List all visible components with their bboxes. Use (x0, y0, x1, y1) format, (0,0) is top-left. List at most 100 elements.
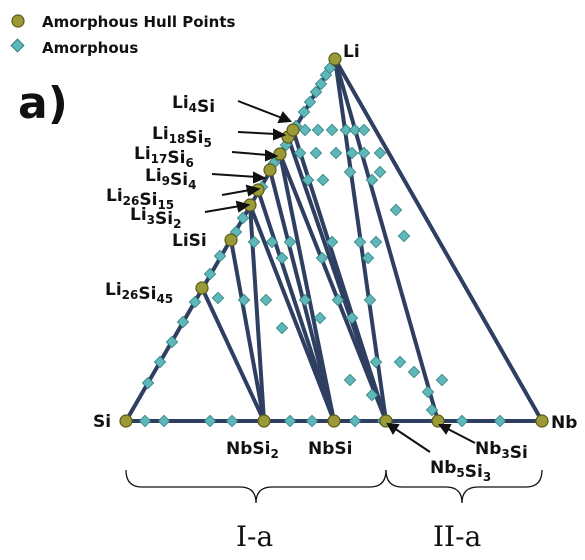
amorphous-point (421, 385, 435, 399)
amorphous-point (369, 235, 383, 249)
amorphous-point (237, 293, 251, 307)
amorphous-point (343, 373, 357, 387)
tie-line (248, 203, 336, 423)
tie-line (256, 188, 336, 423)
hull-point (328, 52, 342, 66)
compound-label-li26si15: Li26Si15 (106, 186, 174, 212)
region-i-a: I-a (236, 520, 273, 553)
compound-label-lisi: LiSi (172, 231, 207, 251)
amorphous-point (309, 146, 323, 160)
tie-line (200, 286, 266, 423)
amorphous-point (325, 235, 339, 249)
amorphous-point (153, 355, 167, 369)
hull-point (273, 147, 287, 161)
compound-label-li4si: Li4Si (172, 93, 215, 117)
amorphous-point (157, 414, 171, 428)
hull-point (327, 414, 341, 428)
amorphous-point (373, 146, 387, 160)
hull-point (257, 414, 271, 428)
legend-amorphous-label: Amorphous (42, 39, 138, 57)
compound-label-li26si45: Li26Si45 (105, 280, 173, 306)
vertex-li: Li (343, 42, 360, 62)
compound-label-li18si5: Li18Si5 (152, 124, 212, 150)
amorphous-point (325, 123, 339, 137)
amorphous-point (211, 291, 225, 305)
amorphous-point (357, 146, 371, 160)
amorphous-point (303, 95, 317, 109)
brace-i-a (125, 469, 387, 504)
amorphous-point (343, 165, 357, 179)
amorphous-point (283, 414, 297, 428)
amorphous-point (339, 123, 353, 137)
amorphous-point (236, 211, 250, 225)
amorphous-point (305, 414, 319, 428)
tie-line (278, 152, 336, 423)
vertex-si: Si (93, 412, 111, 432)
region-braces (125, 469, 543, 504)
amorphous-point (283, 235, 297, 249)
amorphous-point (363, 293, 377, 307)
amorphous-point (407, 365, 421, 379)
amorphous-point (203, 414, 217, 428)
compound-label-li3si2: Li3Si2 (130, 205, 181, 231)
amorphous-point (301, 173, 315, 187)
amorphous-point (265, 235, 279, 249)
amorphous-point (361, 251, 375, 265)
hull-point (263, 163, 277, 177)
amorphous-point (493, 414, 507, 428)
tie-line (268, 168, 336, 423)
amorphous-point (455, 414, 469, 428)
amorphous-point (348, 123, 362, 137)
compound-label-nbsi: NbSi (308, 439, 352, 459)
region-ii-a: II-a (433, 520, 481, 553)
tie-line (229, 238, 266, 423)
compound-label-nb3si: Nb3Si (475, 439, 528, 463)
amorphous-point (141, 376, 155, 390)
legend-hull-marker (11, 14, 25, 28)
compound-labels: Li4SiLi18Si5Li17Si6Li9Si4Li26Si15Li3Si2L… (105, 93, 528, 484)
tie-line (278, 152, 388, 423)
tie-line (291, 128, 388, 423)
amorphous-point (365, 173, 379, 187)
amorphous-point (369, 355, 383, 369)
amorphous-point (138, 414, 152, 428)
hull-points (119, 52, 549, 428)
amorphous-point (313, 311, 327, 325)
amorphous-point (259, 293, 273, 307)
compound-label-li17si6: Li17Si6 (134, 144, 194, 170)
edge-li-nb (333, 57, 544, 423)
compound-label-nb5si3: Nb5Si3 (430, 458, 491, 484)
legend-hull-label: Amorphous Hull Points (42, 13, 236, 31)
amorphous-point (188, 295, 202, 309)
amorphous-point (365, 388, 379, 402)
amorphous-point (345, 146, 359, 160)
amorphous-point (213, 249, 227, 263)
amorphous-point (389, 203, 403, 217)
amorphous-point (311, 123, 325, 137)
amorphous-point (393, 355, 407, 369)
amorphous-point (314, 77, 328, 91)
amorphous-point (176, 315, 190, 329)
compound-label-li9si4: Li9Si4 (145, 166, 196, 192)
panel-label: a) (18, 78, 68, 129)
compound-label-nbsi2: NbSi2 (226, 439, 279, 461)
hull-point (195, 281, 209, 295)
legend: Amorphous Hull Points Amorphous (10, 13, 236, 57)
amorphous-point (435, 373, 449, 387)
tie-line (333, 57, 440, 423)
amorphous-point (345, 311, 359, 325)
amorphous-point (298, 293, 312, 307)
amorphous-point (297, 105, 311, 119)
amorphous-point (357, 123, 371, 137)
legend-amorphous-marker (10, 38, 25, 53)
amorphous-point (315, 251, 329, 265)
amorphous-point (425, 403, 439, 417)
amorphous-point (203, 267, 217, 281)
amorphous-point (331, 293, 345, 307)
hull-point (224, 233, 238, 247)
amorphous-point (275, 251, 289, 265)
amorphous-point (165, 335, 179, 349)
amorphous-point (275, 321, 289, 335)
